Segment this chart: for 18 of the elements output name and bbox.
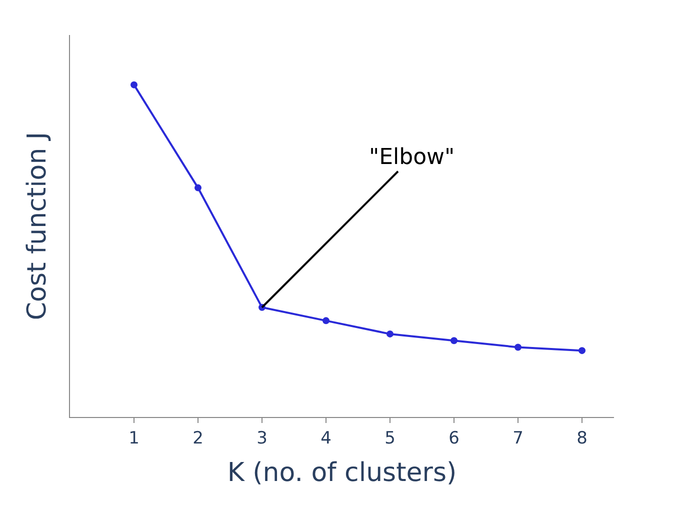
point <box>386 330 394 338</box>
x-tick-label: 3 <box>256 428 268 448</box>
point <box>130 81 138 88</box>
point <box>450 337 458 344</box>
annotation: "Elbow" <box>369 145 455 170</box>
x-tick-label: 6 <box>448 428 460 448</box>
x-tick-label: 5 <box>384 428 396 448</box>
point <box>514 344 522 351</box>
y-axis-title: Cost function J <box>22 132 52 320</box>
point <box>194 184 202 192</box>
x-tick-label: 7 <box>512 428 524 448</box>
x-tick-label: 8 <box>576 428 588 448</box>
point <box>322 317 330 324</box>
x-tick-label: 4 <box>320 428 332 448</box>
x-tick-label: 2 <box>192 428 204 448</box>
x-tick-label: 1 <box>128 428 140 448</box>
point <box>578 347 586 354</box>
x-axis-title: K (no. of clusters) <box>227 458 457 488</box>
